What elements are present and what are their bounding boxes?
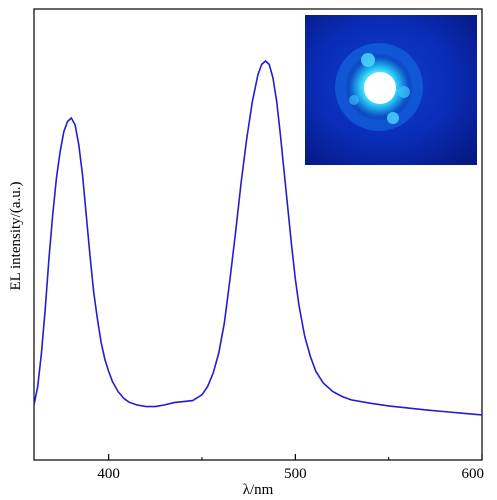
x-tick-label: 400	[97, 466, 120, 482]
series-line	[33, 59, 483, 416]
inset-led-photo	[305, 15, 477, 165]
y-axis-title: EL intensity/(a.u.)	[8, 181, 24, 290]
plot-frame	[33, 8, 483, 461]
x-axis-ticks: 400 500 600	[97, 454, 484, 482]
x-tick-label: 600	[462, 466, 485, 482]
x-axis-title: λ/nm	[243, 482, 274, 498]
x-tick-label: 500	[284, 466, 307, 482]
